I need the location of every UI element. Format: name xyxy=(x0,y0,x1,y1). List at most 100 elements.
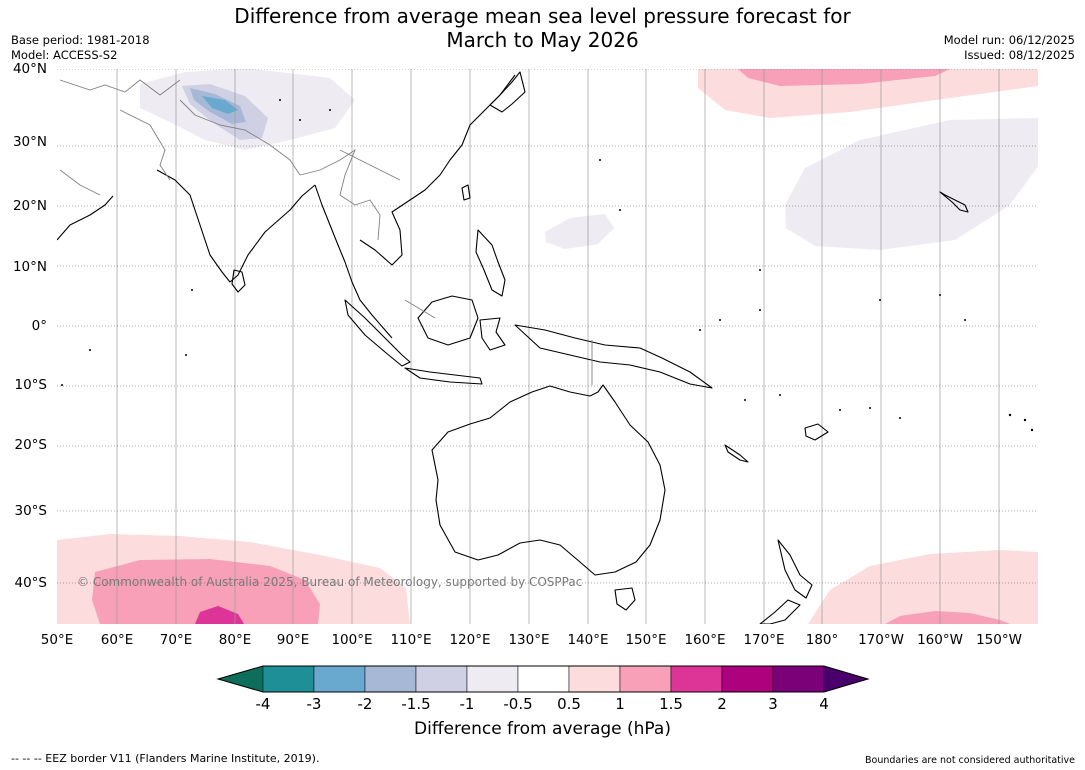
boundaries-note: Boundaries are not considered authoritat… xyxy=(865,755,1075,766)
lon-label-90e: 90°E xyxy=(276,632,310,648)
copyright-notice: © Commonwealth of Australia 2025, Bureau… xyxy=(77,575,583,589)
lat-label-20n: 20°N xyxy=(12,198,47,214)
colorbar-tick-label: -3 xyxy=(306,695,322,713)
lon-label-150e: 150°E xyxy=(625,632,667,648)
lon-label-80e: 80°E xyxy=(218,632,252,648)
positive-anomaly-southern-indian-core xyxy=(92,559,320,624)
colorbar-bin xyxy=(466,665,519,693)
coast-india xyxy=(156,169,316,283)
colorbar-title: Difference from average (hPa) xyxy=(414,719,671,739)
lon-label-180: 180° xyxy=(805,632,839,648)
small-islands xyxy=(61,99,1034,432)
lat-label-40n: 40°N xyxy=(12,61,47,77)
positive-anomaly-southern-pacific-core xyxy=(885,611,1010,624)
chart-title: Difference from average mean sea level p… xyxy=(0,4,1085,52)
lon-label-150w: 150°W xyxy=(976,632,1022,648)
model-run: Model run: 06/12/2025 xyxy=(943,33,1075,47)
coastlines xyxy=(57,71,969,624)
land-australia xyxy=(431,384,666,576)
coast-se-asia xyxy=(314,184,393,339)
lon-label-120e: 120°E xyxy=(449,632,491,648)
lat-label-20s: 20°S xyxy=(14,437,48,453)
positive-anomaly-southern-pacific xyxy=(808,550,1038,624)
lon-label-70e: 70°E xyxy=(159,632,193,648)
colorbar-tick-label: -2 xyxy=(357,695,373,713)
colorbar-bin xyxy=(568,665,621,693)
colorbar-bin xyxy=(619,665,672,693)
coast-arabia xyxy=(57,195,114,241)
lon-label-60e: 60°E xyxy=(100,632,134,648)
title-line-2: March to May 2026 xyxy=(446,28,639,52)
lon-label-50e: 50°E xyxy=(40,632,74,648)
land-tasmania xyxy=(614,587,636,611)
land-sri-lanka xyxy=(231,269,246,293)
colorbar-tick-label: -1 xyxy=(459,695,475,713)
anomaly-shading xyxy=(57,69,1038,624)
colorbar-bin xyxy=(313,665,366,693)
land-borneo xyxy=(417,295,479,346)
colorbar-under-arrow xyxy=(218,666,263,692)
lon-label-170w: 170°W xyxy=(858,632,904,648)
colorbar-bin xyxy=(772,665,825,693)
meta-right: Model run: 06/12/2025 Issued: 08/12/2025 xyxy=(944,33,1075,63)
colorbar-tick-label: -1.5 xyxy=(401,695,431,713)
lat-label-10n: 10°N xyxy=(12,259,47,275)
colorbar-bin xyxy=(415,665,468,693)
land-new-caledonia xyxy=(724,444,749,463)
base-period: Base period: 1981-2018 xyxy=(11,33,150,47)
lon-label-110e: 110°E xyxy=(390,632,432,648)
land-sumatra xyxy=(344,299,411,367)
lon-label-170e: 170°E xyxy=(743,632,785,648)
colorbar-tick-label: 4 xyxy=(819,695,829,713)
colorbar-tick-label: -0.5 xyxy=(503,695,533,713)
meta-left: Base period: 1981-2018 Model: ACCESS-S2 xyxy=(11,33,150,63)
colorbar-bin xyxy=(517,665,570,693)
country-borders xyxy=(59,79,593,385)
negative-anomaly-north-pacific xyxy=(785,118,1038,250)
colorbar-tick-label: 0.5 xyxy=(557,695,581,713)
colorbar-bin xyxy=(262,665,315,693)
lon-label-140e: 140°E xyxy=(567,632,609,648)
negative-anomaly-himalaya-peak xyxy=(202,96,238,114)
lat-label-30s: 30°S xyxy=(14,503,48,519)
colorbar-bin xyxy=(364,665,417,693)
colorbar-tick-label: 2 xyxy=(717,695,727,713)
land-java xyxy=(404,367,483,385)
land-japan xyxy=(489,71,526,113)
lat-label-30n: 30°N xyxy=(12,134,47,150)
lat-label-10s: 10°S xyxy=(14,377,48,393)
land-fiji xyxy=(804,423,829,441)
colorbar-tick-label: -4 xyxy=(255,695,271,713)
issued-date: Issued: 08/12/2025 xyxy=(964,48,1075,62)
graticule xyxy=(116,69,1000,624)
negative-anomaly-western-pacific xyxy=(545,214,614,249)
lon-label-100e: 100°E xyxy=(331,632,373,648)
land-hawaii xyxy=(939,191,969,213)
land-sulawesi xyxy=(479,317,506,351)
positive-anomaly-north-pacific-core xyxy=(738,69,950,86)
colorbar-tick-label: 1 xyxy=(615,695,625,713)
colorbar-over-arrow xyxy=(824,666,868,692)
land-new-guinea xyxy=(514,324,713,389)
land-taiwan xyxy=(461,184,471,201)
colorbar-bin xyxy=(670,665,723,693)
coast-indochina xyxy=(359,74,516,266)
colorbar-tick-label: 3 xyxy=(768,695,778,713)
lon-label-130e: 130°E xyxy=(508,632,550,648)
lon-label-160e: 160°E xyxy=(684,632,726,648)
title-line-1: Difference from average mean sea level p… xyxy=(234,4,851,28)
lat-label-0: 0° xyxy=(31,318,47,334)
eez-note: -- -- -- EEZ border V11 (Flanders Marine… xyxy=(11,752,320,765)
land-new-zealand-north xyxy=(777,539,813,599)
lon-label-160w: 160°W xyxy=(917,632,963,648)
colorbar-tick-label: 1.5 xyxy=(659,695,683,713)
lat-label-40s: 40°S xyxy=(14,575,48,591)
colorbar-bin xyxy=(721,665,774,693)
colorbar-outline xyxy=(216,665,870,693)
land-philippines xyxy=(475,229,506,297)
model-name: Model: ACCESS-S2 xyxy=(11,48,118,62)
land-new-zealand-south xyxy=(759,599,801,624)
positive-anomaly-southern-indian-peak xyxy=(195,606,244,624)
